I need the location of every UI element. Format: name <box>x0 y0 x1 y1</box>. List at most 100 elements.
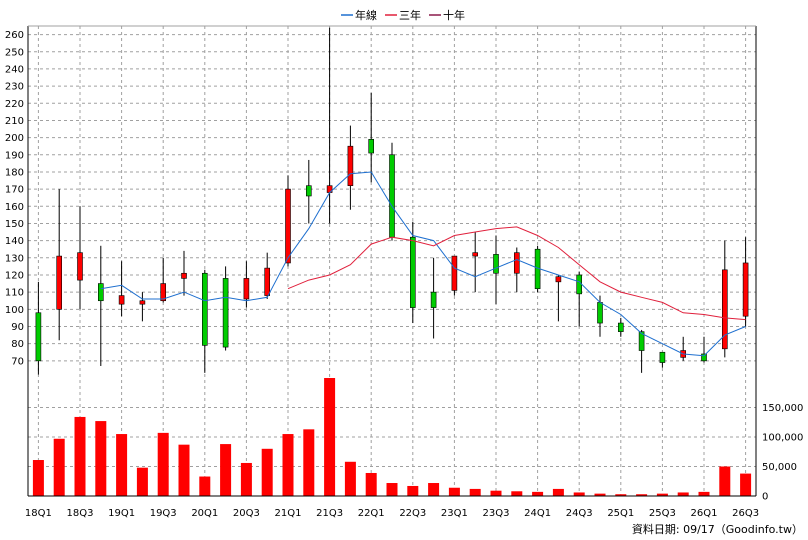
price-axis-ticks: 70 80 90 100 110 120 130 140 150 160 170 180 190 200 2… <box>5 30 24 367</box>
price-tick-label: 200 <box>5 133 24 144</box>
x-tick-label: 26Q1 <box>691 508 718 519</box>
candle-body <box>181 272 187 279</box>
volume-bar <box>532 491 544 496</box>
volume-bar <box>636 494 648 496</box>
volume-bar <box>469 488 481 496</box>
candle-body <box>368 139 375 154</box>
volume-bar <box>220 444 232 496</box>
volume-bars <box>32 378 752 496</box>
source-label: 資料日期: 09/17（Goodinfo.tw） <box>632 522 803 536</box>
candle-body <box>305 185 312 197</box>
candle-body <box>56 255 63 310</box>
legend: 年線 三年 十年 <box>341 8 465 22</box>
x-tick-label: 26Q3 <box>732 508 759 519</box>
candle-body <box>222 278 229 348</box>
year-line <box>100 171 746 357</box>
candle-body <box>98 283 104 302</box>
candle-body <box>118 295 125 305</box>
candle-body <box>347 145 354 186</box>
candle-body <box>264 267 271 296</box>
volume-tick-label: 0 <box>762 492 768 503</box>
x-tick-label: 24Q1 <box>524 508 551 519</box>
candle-body <box>701 353 707 362</box>
volume-bar <box>282 434 294 496</box>
x-tick-label: 19Q1 <box>108 508 135 519</box>
volume-tick-label: 100,000 <box>762 433 803 444</box>
volume-tick-label: 150,000 <box>762 403 803 414</box>
volume-bar <box>407 485 419 496</box>
candle-body <box>555 276 562 283</box>
moving-average-lines <box>100 171 746 357</box>
volume-bar <box>365 472 377 496</box>
candle-body <box>597 302 603 324</box>
candle-body <box>513 252 520 274</box>
volume-bar <box>74 416 86 496</box>
volume-bar <box>324 378 336 496</box>
price-tick-label: 100 <box>5 305 24 316</box>
price-tick-label: 180 <box>5 167 24 178</box>
x-tick-label: 25Q3 <box>649 508 676 519</box>
candle-body <box>472 252 479 257</box>
candle-body <box>202 272 208 346</box>
volume-bar <box>303 429 315 496</box>
grid <box>28 26 756 497</box>
candle-body <box>617 322 624 332</box>
x-tick-label: 24Q3 <box>566 508 593 519</box>
candle-body <box>430 291 437 308</box>
candle-body <box>77 252 83 281</box>
candle-body <box>576 274 583 295</box>
volume-bar <box>656 493 668 496</box>
price-tick-label: 260 <box>5 30 24 41</box>
price-tick-label: 120 <box>5 270 24 281</box>
x-tick-label: 18Q3 <box>67 508 94 519</box>
candle-body <box>493 254 499 274</box>
price-tick-label: 230 <box>5 82 24 93</box>
volume-bar <box>428 483 440 496</box>
candle-body <box>659 351 666 363</box>
volume-bar <box>261 448 273 496</box>
volume-bar <box>53 438 65 496</box>
price-tick-label: 130 <box>5 253 24 264</box>
candle-body <box>285 188 291 264</box>
volume-bar <box>511 491 523 496</box>
price-tick-label: 240 <box>5 64 24 75</box>
candle-body <box>160 283 166 302</box>
axes <box>27 25 757 497</box>
x-tick-label: 19Q3 <box>150 508 177 519</box>
price-tick-label: 110 <box>5 288 24 299</box>
price-tick-label: 250 <box>5 47 24 58</box>
volume-bar <box>573 492 585 496</box>
price-tick-label: 140 <box>5 236 24 247</box>
volume-bar <box>116 434 128 496</box>
x-tick-label: 20Q1 <box>191 508 218 519</box>
price-tick-label: 80 <box>11 339 24 350</box>
price-tick-label: 160 <box>5 202 24 213</box>
volume-bar <box>740 473 752 496</box>
volume-bar <box>448 487 460 496</box>
volume-bar <box>95 421 107 496</box>
volume-bar <box>490 490 502 496</box>
x-tick-label: 23Q1 <box>441 508 468 519</box>
volume-bar <box>677 492 689 496</box>
x-tick-label: 23Q3 <box>483 508 510 519</box>
legend-label: 十年 <box>443 8 465 22</box>
x-tick-label: 21Q1 <box>275 508 302 519</box>
price-tick-label: 210 <box>5 116 24 127</box>
legend-label: 三年 <box>399 8 421 22</box>
price-tick-label: 190 <box>5 150 24 161</box>
volume-bar <box>178 444 190 496</box>
volume-bar <box>615 494 627 496</box>
volume-bar <box>344 461 356 496</box>
candle-body <box>638 331 645 351</box>
volume-bar <box>698 491 710 496</box>
volume-bar <box>552 488 564 496</box>
candle-body <box>721 269 728 350</box>
legend-label: 年線 <box>355 8 377 22</box>
candle-body <box>742 262 749 317</box>
volume-axis-ticks: 0 50,000 100,000 150,000 <box>762 403 803 503</box>
three-year-line <box>287 226 746 321</box>
x-tick-label: 20Q3 <box>233 508 260 519</box>
candle-body <box>451 255 458 291</box>
price-tick-label: 150 <box>5 219 24 230</box>
